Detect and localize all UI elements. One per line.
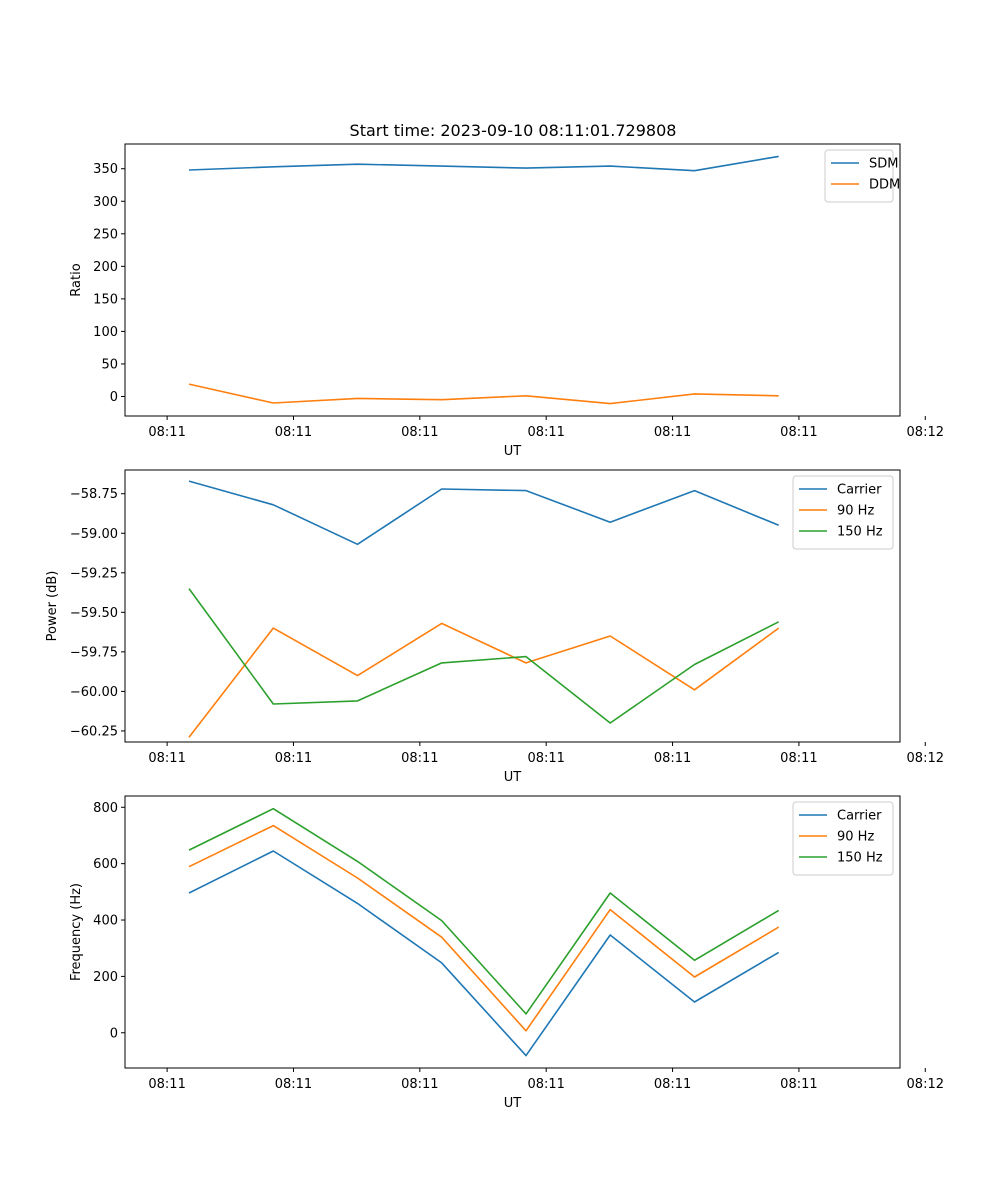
y-tick-label: 400 (93, 914, 118, 929)
series-line-150-hz (188, 807, 780, 1015)
y-tick-label: 800 (93, 801, 118, 816)
series-line-carrier (188, 480, 780, 546)
legend: Carrier 90 Hz 150 Hz (792, 801, 894, 876)
legend-label: Carrier (837, 809, 882, 824)
figure-title: Start time: 2023-09-10 08:11:01.729808 (350, 121, 677, 140)
y-tick-label: 150 (93, 292, 118, 307)
axes-frame (124, 469, 901, 743)
x-tick-label: 08:11 (275, 1077, 312, 1092)
series-line-90-hz (188, 824, 780, 1032)
x-tick-label: 08:11 (654, 1077, 691, 1092)
legend: Carrier 90 Hz 150 Hz (792, 475, 894, 550)
series-line-150-hz (188, 588, 780, 724)
legend-label: 150 Hz (837, 851, 883, 866)
x-tick-label: 08:11 (275, 751, 312, 766)
y-tick-label: 200 (93, 260, 118, 275)
legend-label: 90 Hz (837, 504, 874, 519)
y-tick-label: −59.25 (70, 566, 118, 581)
y-tick-label: 50 (101, 357, 118, 372)
x-axis-label: UT (504, 444, 522, 459)
legend: SDM DDM (824, 149, 900, 203)
series-line-carrier (188, 850, 780, 1057)
legend-label: 150 Hz (837, 525, 883, 540)
legend-label: 90 Hz (837, 830, 874, 845)
y-axis-label: Ratio (69, 263, 84, 296)
y-tick-label: 0 (110, 1026, 118, 1041)
legend-label: DDM (869, 178, 900, 193)
x-tick-label: 08:12 (907, 751, 944, 766)
x-tick-label: 08:12 (907, 425, 944, 440)
y-tick-label: 100 (93, 325, 118, 340)
x-axis-label: UT (504, 770, 522, 785)
x-tick-label: 08:11 (527, 425, 564, 440)
x-axis-label: UT (504, 1096, 522, 1111)
x-tick-label: 08:12 (907, 1077, 944, 1092)
x-tick-label: 08:11 (401, 751, 438, 766)
x-tick-label: 08:11 (148, 1077, 185, 1092)
x-tick-label: 08:11 (148, 751, 185, 766)
x-tick-label: 08:11 (275, 425, 312, 440)
y-tick-label: 200 (93, 970, 118, 985)
y-tick-label: 250 (93, 227, 118, 242)
panel-ratio: 08:11 08:11 08:11 08:11 08:11 08:11 08:12 0 50 10… (69, 143, 944, 459)
x-tick-label: 08:11 (780, 751, 817, 766)
x-tick-label: 08:11 (401, 425, 438, 440)
y-axis-label: Power (dB) (45, 571, 60, 642)
series-line-sdm (188, 155, 779, 172)
panel-frequency: 08:11 08:11 08:11 08:11 08:11 08:11 08:12 0 200 4… (69, 795, 944, 1111)
y-tick-label: −59.50 (70, 606, 118, 621)
x-tick-label: 08:11 (527, 751, 564, 766)
x-tick-label: 08:11 (654, 425, 691, 440)
y-tick-label: −60.00 (70, 685, 118, 700)
x-tick-label: 08:11 (780, 1077, 817, 1092)
y-tick-label: −60.25 (70, 724, 118, 739)
axes-frame (124, 795, 901, 1069)
y-tick-label: −59.00 (70, 527, 118, 542)
y-axis-label: Frequency (Hz) (69, 883, 84, 981)
legend-label: Carrier (837, 483, 882, 498)
x-tick-label: 08:11 (401, 1077, 438, 1092)
y-tick-label: −58.75 (70, 487, 118, 502)
panel-power: 08:11 08:11 08:11 08:11 08:11 08:11 08:12 −58.7… (45, 469, 944, 785)
y-tick-label: 600 (93, 857, 118, 872)
plots-container: 08:11 08:11 08:11 08:11 08:11 08:11 08:12 0 50 10… (45, 143, 944, 1111)
series-line-ddm (188, 383, 779, 405)
x-tick-label: 08:11 (148, 425, 185, 440)
y-tick-label: 350 (93, 162, 118, 177)
x-tick-label: 08:11 (654, 751, 691, 766)
axes-frame (124, 143, 901, 417)
y-tick-label: 300 (93, 195, 118, 210)
x-tick-label: 08:11 (780, 425, 817, 440)
y-tick-label: −59.75 (70, 645, 118, 660)
series-line-90-hz (188, 622, 780, 738)
x-tick-label: 08:11 (527, 1077, 564, 1092)
legend-label: SDM (869, 157, 898, 172)
y-tick-label: 0 (110, 390, 118, 405)
